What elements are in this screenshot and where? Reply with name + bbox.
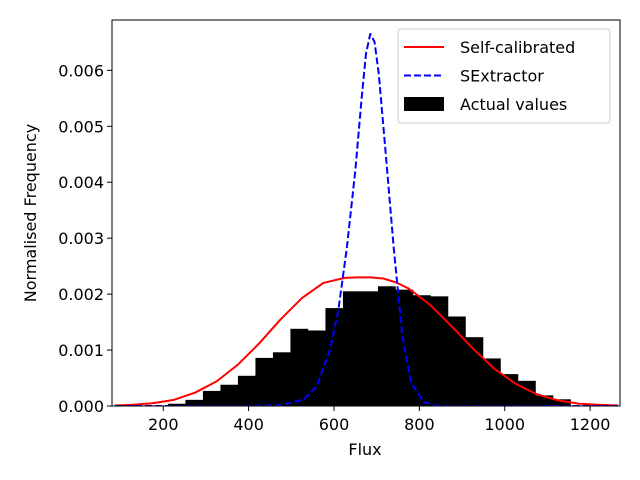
histogram-bar xyxy=(325,308,344,406)
histogram-bar xyxy=(185,399,204,406)
x-axis-label: Flux xyxy=(348,440,381,459)
self-calibrated-line xyxy=(114,276,618,406)
y-tick-label: 0.000 xyxy=(58,397,104,416)
legend-label-self-calibrated: Self-calibrated xyxy=(460,38,575,57)
y-tick-label: 0.005 xyxy=(58,117,104,136)
y-tick-label: 0.002 xyxy=(58,285,104,304)
x-tick-label: 200 xyxy=(148,415,179,434)
legend-label-sextractor: SExtractor xyxy=(460,67,544,86)
y-axis-label: Normalised Frequency xyxy=(21,124,40,302)
histogram-bar xyxy=(360,291,379,406)
y-tick-label: 0.004 xyxy=(58,173,104,192)
legend: Self-calibrated SExtractor Actual values xyxy=(397,28,611,124)
plot-area xyxy=(114,32,618,406)
x-tick-label: 600 xyxy=(319,415,350,434)
histogram-bar xyxy=(535,395,554,406)
x-tick-label: 400 xyxy=(233,415,264,434)
axes-frame xyxy=(111,19,621,407)
histogram-bar xyxy=(272,352,291,406)
histogram-bar xyxy=(377,286,396,406)
histogram-bar xyxy=(202,390,221,406)
histogram-bar xyxy=(220,384,239,406)
histogram-bar xyxy=(237,375,256,406)
legend-label-actual-values: Actual values xyxy=(460,95,567,114)
histogram-bar xyxy=(412,295,431,406)
x-tick-label: 1000 xyxy=(484,415,525,434)
histogram-bar xyxy=(307,330,326,406)
histogram-bar xyxy=(255,357,274,406)
legend-swatch-actual-values xyxy=(404,97,444,111)
y-tick-label: 0.003 xyxy=(58,229,104,248)
sextractor-line xyxy=(114,32,618,406)
histogram-bar xyxy=(447,316,466,406)
histogram-bar xyxy=(167,403,186,406)
histogram-bar xyxy=(552,399,571,406)
histogram-bar xyxy=(430,296,449,406)
histogram-bar xyxy=(290,328,309,406)
x-tick-label: 800 xyxy=(404,415,435,434)
y-tick-label: 0.006 xyxy=(58,61,104,80)
axes: 200 400 600 800 1000 1200 0.000 0.001 0.002 0.003… xyxy=(58,19,621,434)
y-tick-label: 0.001 xyxy=(58,341,104,360)
legend-box xyxy=(397,28,611,124)
plot-series xyxy=(114,32,618,406)
histogram-bar xyxy=(465,337,484,406)
histogram-bar xyxy=(342,291,361,406)
x-tick-label: 1200 xyxy=(570,415,611,434)
